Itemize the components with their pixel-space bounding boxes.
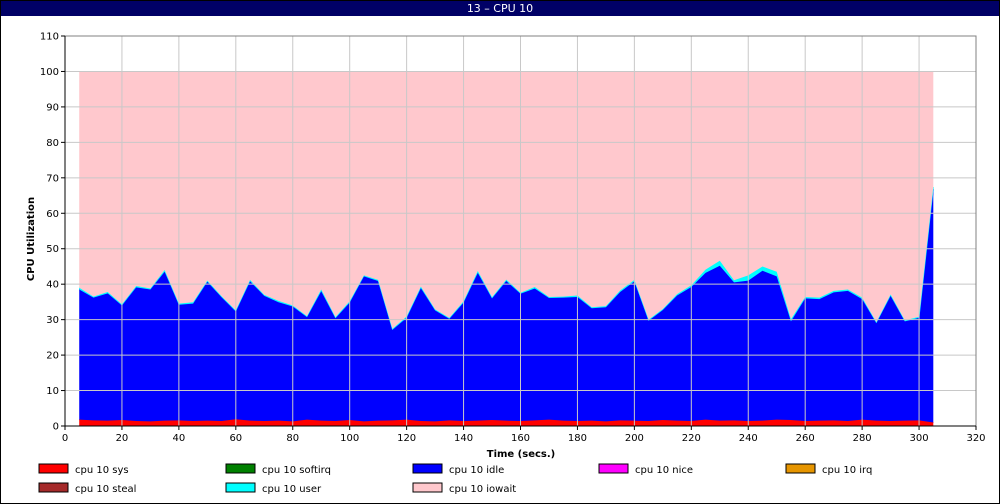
legend-swatch-cpu-10-iowait: [412, 482, 443, 493]
y-tick-label: 20: [46, 351, 59, 362]
y-tick-label: 50: [46, 244, 59, 255]
x-axis-label: Time (secs.): [487, 449, 556, 460]
legend-label-cpu-10-steal: cpu 10 steal: [75, 484, 136, 495]
window-title: 13 – CPU 10: [1, 1, 999, 16]
y-tick-label: 10: [46, 386, 59, 397]
legend-swatch-cpu-10-idle: [412, 463, 443, 474]
y-tick-label: 90: [46, 102, 59, 113]
legend: cpu 10 sys cpu 10 softirq cpu 10 idle cpu 1…: [38, 463, 872, 495]
x-tick-label: 280: [853, 433, 872, 444]
y-tick-label: 0: [53, 422, 59, 433]
legend-swatch-cpu-10-steal: [38, 482, 69, 493]
y-tick-label: 30: [46, 315, 59, 326]
y-tick-label: 40: [46, 280, 59, 291]
legend-label-cpu-10-iowait: cpu 10 iowait: [449, 484, 516, 495]
y-tick-label: 110: [40, 32, 59, 43]
x-tick-label: 240: [739, 433, 758, 444]
x-tick-label: 160: [511, 433, 530, 444]
x-tick-label: 320: [966, 433, 985, 444]
x-tick-label: 140: [454, 433, 473, 444]
legend-swatch-cpu-10-sys: [38, 463, 69, 474]
x-tick-label: 120: [397, 433, 416, 444]
x-tick-label: 20: [116, 433, 129, 444]
x-tick-label: 300: [910, 433, 929, 444]
legend-swatch-cpu-10-softirq: [225, 463, 256, 474]
y-tick-label: 80: [46, 138, 59, 149]
legend-label-cpu-10-nice: cpu 10 nice: [635, 465, 693, 476]
legend-label-cpu-10-sys: cpu 10 sys: [75, 465, 129, 476]
legend-label-cpu-10-idle: cpu 10 idle: [449, 465, 504, 476]
y-tick-label: 70: [46, 173, 59, 184]
x-tick-label: 220: [682, 433, 701, 444]
legend-swatch-cpu-10-user: [225, 482, 256, 493]
y-tick-label: 100: [40, 67, 59, 78]
chart-svg: 0 20 40 60 80 100 120 140 160 180 200 220 240 260 280 3…: [26, 32, 986, 496]
x-tick-label: 260: [796, 433, 815, 444]
y-tick-label: 60: [46, 209, 59, 220]
axes: 0 20 40 60 80 100 120 140 160 180 200 220 240 260 280 3…: [40, 32, 986, 445]
x-tick-label: 80: [286, 433, 299, 444]
legend-swatch-cpu-10-nice: [598, 463, 629, 474]
x-tick-label: 180: [568, 433, 587, 444]
x-tick-label: 100: [340, 433, 359, 444]
x-tick-label: 200: [625, 433, 644, 444]
x-tick-label: 40: [173, 433, 186, 444]
x-tick-label: 0: [62, 433, 68, 444]
x-tick-label: 60: [229, 433, 242, 444]
legend-label-cpu-10-softirq: cpu 10 softirq: [262, 465, 331, 476]
legend-label-cpu-10-irq: cpu 10 irq: [822, 465, 872, 476]
legend-label-cpu-10-user: cpu 10 user: [262, 484, 322, 495]
grid-lines: [65, 35, 977, 426]
y-axis-label: CPU Utilization: [26, 197, 37, 281]
legend-swatch-cpu-10-irq: [785, 463, 816, 474]
